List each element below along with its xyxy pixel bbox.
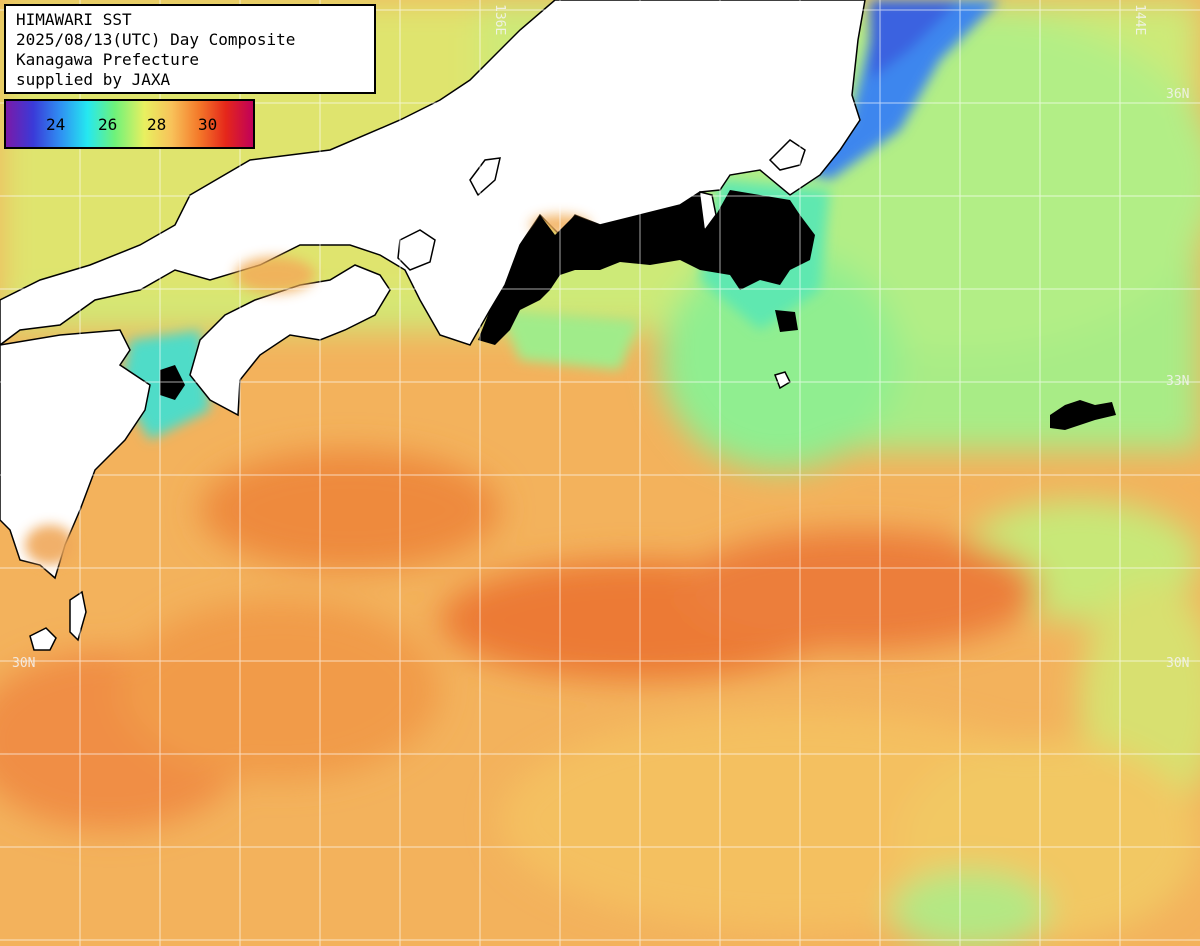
legend-tick-30: 30 <box>198 115 218 134</box>
legend-tick-26: 26 <box>98 115 118 134</box>
land-yakushima <box>29 627 57 651</box>
title-line-credit: supplied by JAXA <box>16 70 171 89</box>
land-sado <box>469 157 501 197</box>
cloud-mask <box>160 190 1116 430</box>
land-kyushu <box>0 329 151 580</box>
title-line-date: 2025/08/13(UTC) Day Composite <box>16 30 296 49</box>
color-scale-legend: 24 26 28 30 <box>4 99 255 149</box>
land-awaji <box>397 229 436 271</box>
lat-label-33n: 33N <box>1166 374 1189 389</box>
title-line-product: HIMAWARI SST <box>16 10 132 29</box>
lat-label-30n-right: 30N <box>1166 656 1189 671</box>
lon-label-136e: 136E <box>492 4 507 35</box>
land-boso <box>768 139 806 171</box>
legend-tick-28: 28 <box>147 115 167 134</box>
legend-tick-24: 24 <box>46 115 66 134</box>
title-line-region: Kanagawa Prefecture <box>16 50 200 69</box>
grid-labels: 136E 144E 36N 33N 30N 30N <box>12 4 1189 671</box>
lon-label-144e: 144E <box>1132 4 1147 35</box>
map-title-box: HIMAWARI SST 2025/08/13(UTC) Day Composi… <box>4 4 376 94</box>
lat-label-36n: 36N <box>1166 87 1189 102</box>
lat-label-30n-left: 30N <box>12 656 35 671</box>
